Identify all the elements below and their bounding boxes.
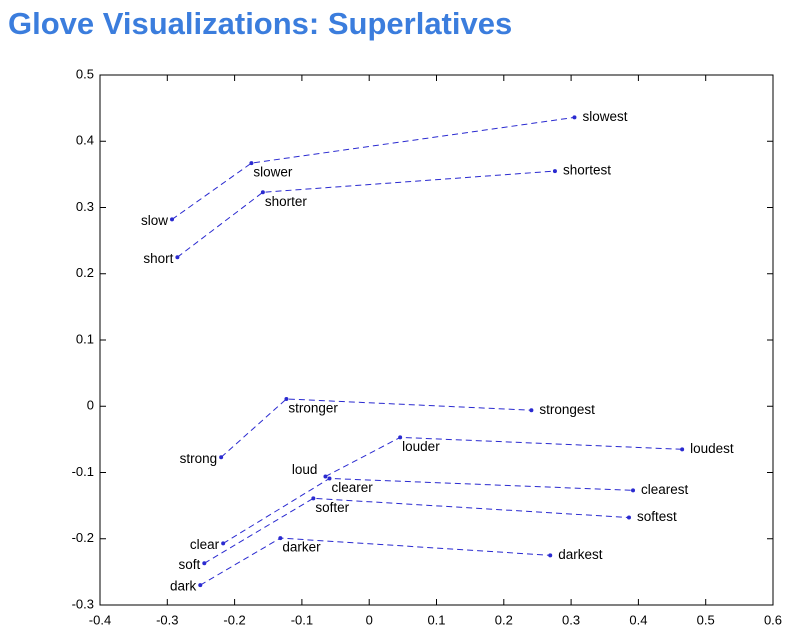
point-label: short <box>143 251 173 266</box>
point-label: louder <box>402 439 440 454</box>
point-label: darkest <box>558 547 603 562</box>
dashed-line <box>200 537 551 586</box>
point-label: strongest <box>539 402 595 417</box>
x-tick-label: 0.5 <box>697 612 715 627</box>
point <box>626 515 631 520</box>
point-label: shortest <box>563 163 611 178</box>
x-tick-label: 0.2 <box>495 612 513 627</box>
x-tick-label: 0.1 <box>427 612 445 627</box>
point <box>548 553 553 558</box>
point-label: shorter <box>265 194 308 209</box>
point <box>680 447 685 452</box>
y-tick-label: 0.3 <box>76 199 94 214</box>
point <box>260 190 265 195</box>
point <box>631 488 636 493</box>
y-tick-label: 0.2 <box>76 265 94 280</box>
point-label: soft <box>179 557 201 572</box>
point-label: clearer <box>331 480 373 495</box>
slide-title: Glove Visualizations: Superlatives <box>8 6 512 41</box>
x-tick-label: -0.2 <box>223 612 245 627</box>
dashed-line <box>220 398 532 458</box>
y-tick-label: 0 <box>87 398 94 413</box>
point <box>327 476 332 481</box>
point-label: darker <box>282 540 321 555</box>
point <box>249 161 254 166</box>
point-label: loud <box>292 462 318 477</box>
point <box>221 541 226 546</box>
point-label: clear <box>190 537 220 552</box>
point <box>572 115 577 120</box>
point-label: softest <box>637 509 677 524</box>
point <box>529 408 534 413</box>
point <box>552 169 557 174</box>
point <box>284 396 289 401</box>
point <box>170 217 175 222</box>
dashed-line <box>171 116 575 220</box>
point-label: slowest <box>582 109 627 124</box>
point <box>175 255 180 260</box>
dashed-line <box>222 477 634 544</box>
x-tick-label: 0.4 <box>629 612 647 627</box>
point-label: slow <box>141 213 168 228</box>
point-label: slower <box>253 165 293 180</box>
point <box>311 496 316 501</box>
point-label: stronger <box>288 401 338 416</box>
point-label: clearest <box>641 482 689 497</box>
plot-frame <box>99 74 774 606</box>
point-label: dark <box>170 579 197 594</box>
point <box>202 561 207 566</box>
dashed-line <box>325 436 683 477</box>
dashed-line <box>204 497 630 564</box>
y-tick-label: -0.3 <box>72 596 94 611</box>
y-tick-label: 0.4 <box>76 133 94 148</box>
point-label: loudest <box>690 441 734 456</box>
x-tick-label: 0 <box>366 612 373 627</box>
x-tick-label: 0.3 <box>562 612 580 627</box>
point <box>398 435 403 440</box>
point-label: softer <box>315 500 349 515</box>
point <box>323 474 328 479</box>
y-tick-label: 0.5 <box>76 66 94 81</box>
dashed-line <box>177 170 555 258</box>
y-tick-label: -0.2 <box>72 530 94 545</box>
x-tick-label: -0.1 <box>291 612 313 627</box>
point <box>219 455 224 460</box>
x-tick-label: -0.4 <box>89 612 111 627</box>
y-tick-label: -0.1 <box>72 464 94 479</box>
point <box>278 536 283 541</box>
y-tick-label: 0.1 <box>76 331 94 346</box>
point-label: strong <box>180 451 218 466</box>
x-tick-label: -0.3 <box>156 612 178 627</box>
point <box>198 583 203 588</box>
x-tick-label: 0.6 <box>764 612 782 627</box>
